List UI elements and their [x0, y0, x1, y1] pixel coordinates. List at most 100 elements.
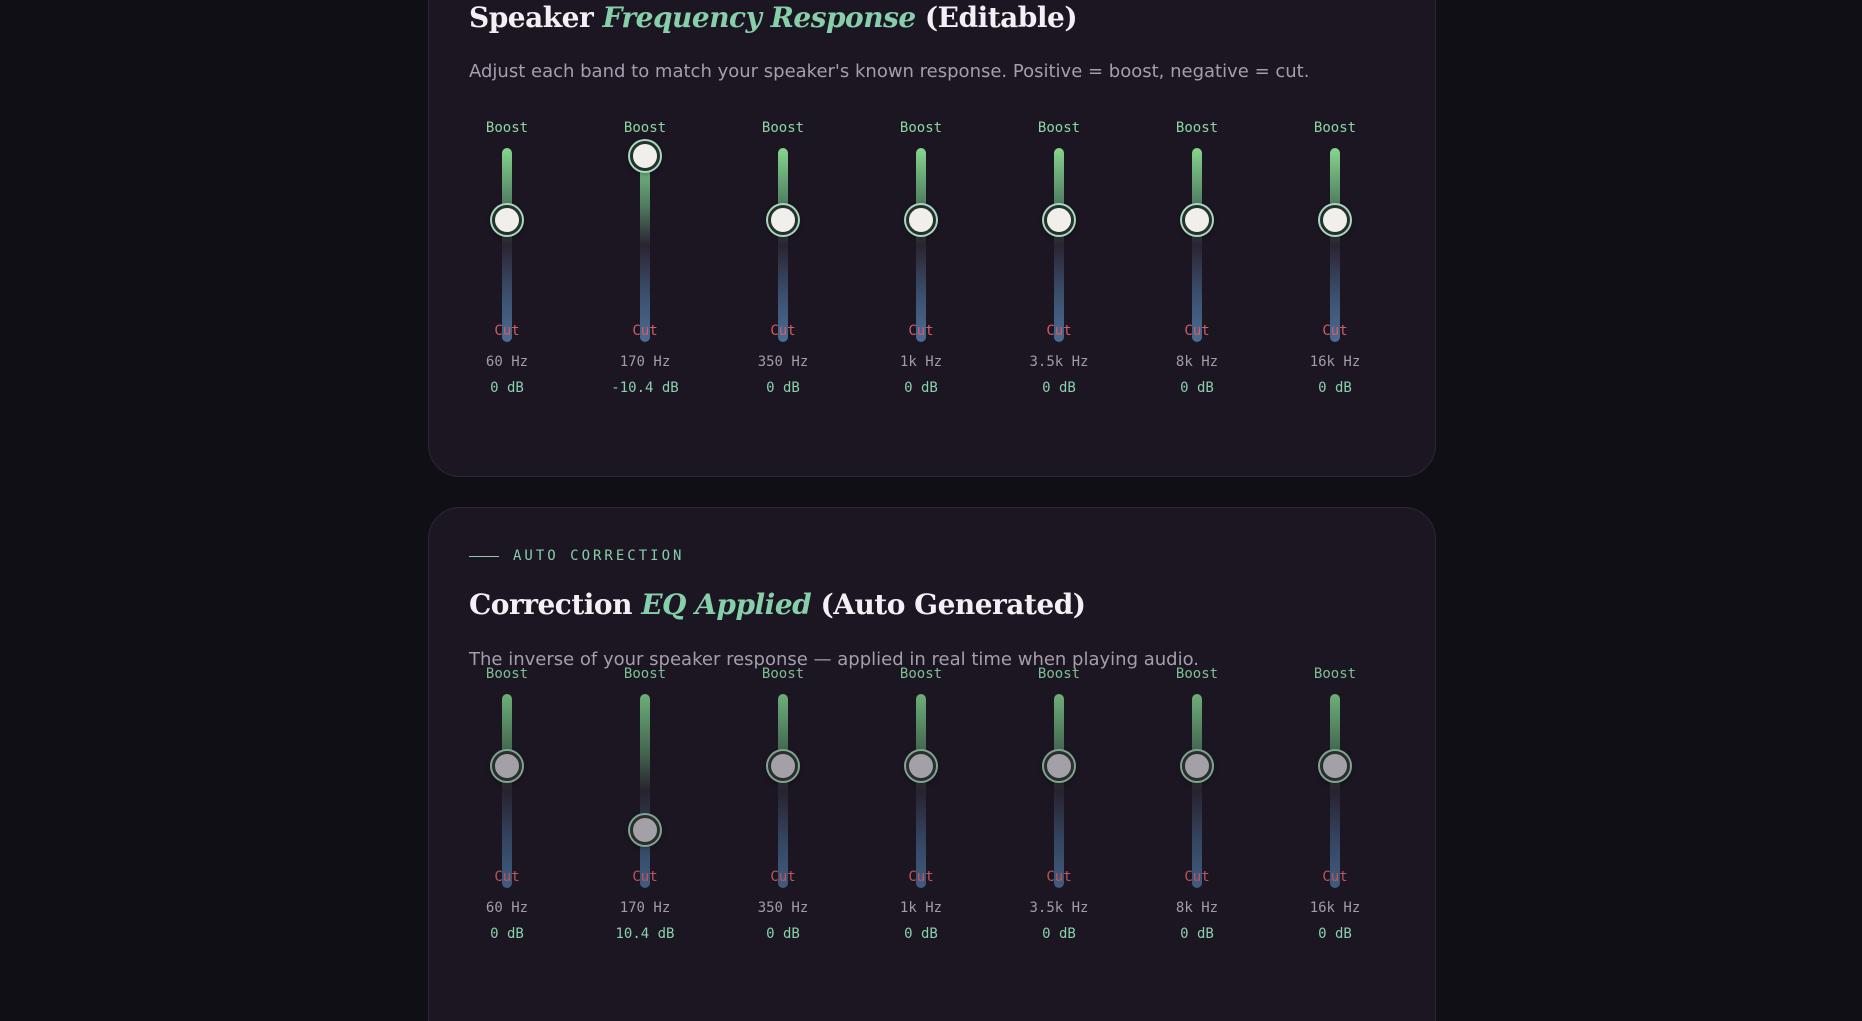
eq-band-3.5khz: Boost Cut 3.5k Hz 0 dB — [999, 658, 1119, 978]
boost-label: Boost — [1313, 120, 1357, 136]
boost-label: Boost — [761, 666, 805, 682]
eyebrow-label: AUTO CORRECTION — [513, 548, 685, 564]
eq-band-8khz: Boost Cut 8k Hz 0 dB — [1137, 658, 1257, 978]
slider-knob — [1320, 751, 1350, 781]
frequency-label: 170 Hz — [619, 900, 671, 916]
slider-track[interactable] — [640, 148, 650, 342]
boost-label: Boost — [623, 120, 667, 136]
frequency-label: 170 Hz — [619, 354, 671, 370]
correction-title-pre: Correction — [469, 588, 642, 621]
boost-label: Boost — [1037, 120, 1081, 136]
cut-label: Cut — [1322, 869, 1348, 885]
boost-label: Boost — [1037, 666, 1081, 682]
boost-label: Boost — [485, 666, 529, 682]
boost-label: Boost — [623, 666, 667, 682]
cut-label: Cut — [1184, 323, 1210, 339]
gain-value-label: 0 dB — [1042, 926, 1076, 942]
frequency-label: 350 Hz — [757, 354, 809, 370]
eq-band-170hz: Boost Cut 170 Hz -10.4 dB — [585, 112, 705, 432]
eq-band-16khz: Boost Cut 16k Hz 0 dB — [1275, 658, 1395, 978]
cut-label: Cut — [494, 323, 520, 339]
gain-value-label: 0 dB — [490, 926, 524, 942]
correction-title-accent: EQ Applied — [641, 588, 812, 621]
gain-value-label: 0 dB — [1318, 380, 1352, 396]
gain-value-label: 0 dB — [1318, 926, 1352, 942]
slider-track — [916, 694, 926, 888]
slider-track[interactable] — [916, 148, 926, 342]
eq-band-170hz: Boost Cut 170 Hz 10.4 dB — [585, 658, 705, 978]
correction-section-title: Correction EQ Applied (Auto Generated) — [469, 588, 1086, 621]
gain-value-label: -10.4 dB — [611, 380, 679, 396]
eq-band-8khz: Boost Cut 8k Hz 0 dB — [1137, 112, 1257, 432]
slider-knob[interactable] — [630, 140, 660, 171]
eq-band-1khz: Boost Cut 1k Hz 0 dB — [861, 658, 981, 978]
boost-label: Boost — [899, 120, 943, 136]
slider-knob[interactable] — [768, 205, 798, 235]
frequency-label: 8k Hz — [1175, 354, 1219, 370]
gain-value-label: 0 dB — [1180, 926, 1214, 942]
frequency-label: 1k Hz — [899, 900, 943, 916]
slider-knob — [492, 751, 522, 781]
eq-band-3.5khz: Boost Cut 3.5k Hz 0 dB — [999, 112, 1119, 432]
cut-label: Cut — [1322, 323, 1348, 339]
cut-label: Cut — [770, 323, 796, 339]
eq-band-60hz: Boost Cut 60 Hz 0 dB — [447, 112, 567, 432]
speaker-section-title: Speaker Frequency Response (Editable) — [469, 1, 1078, 34]
boost-label: Boost — [899, 666, 943, 682]
frequency-label: 60 Hz — [485, 900, 529, 916]
cut-label: Cut — [632, 869, 658, 885]
slider-knob[interactable] — [1182, 205, 1212, 235]
slider-track[interactable] — [1192, 148, 1202, 342]
speaker-eq-bands: Boost Cut 60 Hz 0 dB Boost Cut 170 Hz -10.4 dB B… — [429, 112, 1435, 432]
eq-band-350hz: Boost Cut 350 Hz 0 dB — [723, 112, 843, 432]
frequency-label: 1k Hz — [899, 354, 943, 370]
gain-value-label: 0 dB — [766, 926, 800, 942]
auto-correction-eyebrow: AUTO CORRECTION — [469, 548, 684, 564]
cut-label: Cut — [1046, 323, 1072, 339]
slider-knob[interactable] — [1044, 205, 1074, 235]
boost-label: Boost — [485, 120, 529, 136]
gain-value-label: 0 dB — [490, 380, 524, 396]
slider-track — [502, 694, 512, 888]
correction-eq-card: AUTO CORRECTION Correction EQ Applied (A… — [428, 507, 1436, 1021]
cut-label: Cut — [494, 869, 520, 885]
gain-value-label: 0 dB — [1042, 380, 1076, 396]
slider-track — [1330, 694, 1340, 888]
slider-track[interactable] — [502, 148, 512, 342]
gain-value-label: 0 dB — [904, 926, 938, 942]
correction-eq-bands: Boost Cut 60 Hz 0 dB Boost Cut 170 Hz 10.4 dB Bo… — [429, 658, 1435, 978]
frequency-label: 16k Hz — [1309, 354, 1361, 370]
speaker-title-accent: Frequency Response — [602, 1, 916, 34]
eq-band-60hz: Boost Cut 60 Hz 0 dB — [447, 658, 567, 978]
frequency-label: 3.5k Hz — [1029, 354, 1089, 370]
slider-track — [1192, 694, 1202, 888]
cut-label: Cut — [1046, 869, 1072, 885]
speaker-title-post: (Editable) — [915, 1, 1078, 34]
frequency-label: 350 Hz — [757, 900, 809, 916]
boost-label: Boost — [761, 120, 805, 136]
gain-value-label: 0 dB — [904, 380, 938, 396]
slider-knob[interactable] — [1320, 205, 1350, 235]
speaker-section-description: Adjust each band to match your speaker's… — [469, 61, 1310, 82]
speaker-response-card: Speaker Frequency Response (Editable) Ad… — [428, 0, 1436, 477]
boost-label: Boost — [1313, 666, 1357, 682]
gain-value-label: 0 dB — [1180, 380, 1214, 396]
gain-value-label: 0 dB — [766, 380, 800, 396]
slider-knob — [630, 815, 660, 846]
slider-track[interactable] — [1054, 148, 1064, 342]
slider-knob[interactable] — [492, 205, 522, 235]
speaker-title-pre: Speaker — [469, 1, 603, 34]
eq-band-16khz: Boost Cut 16k Hz 0 dB — [1275, 112, 1395, 432]
slider-track[interactable] — [1330, 148, 1340, 342]
slider-track — [1054, 694, 1064, 888]
gain-value-label: 10.4 dB — [615, 926, 675, 942]
frequency-label: 16k Hz — [1309, 900, 1361, 916]
cut-label: Cut — [770, 869, 796, 885]
correction-section-description: The inverse of your speaker response — a… — [469, 649, 1200, 670]
frequency-label: 8k Hz — [1175, 900, 1219, 916]
slider-knob[interactable] — [906, 205, 936, 235]
slider-track[interactable] — [778, 148, 788, 342]
boost-label: Boost — [1175, 120, 1219, 136]
cut-label: Cut — [908, 323, 934, 339]
frequency-label: 60 Hz — [485, 354, 529, 370]
